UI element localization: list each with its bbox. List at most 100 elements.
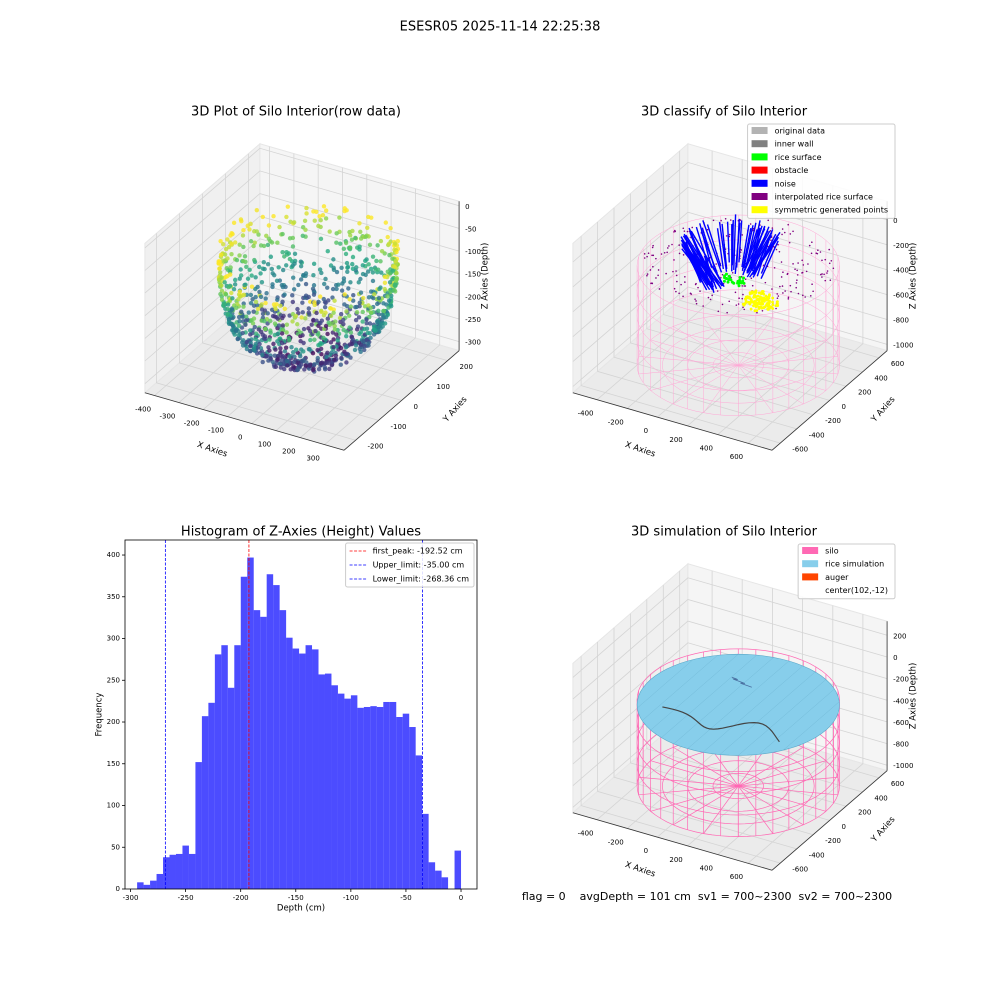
surface-point (682, 227, 685, 230)
point (374, 319, 380, 325)
y-tick-label: 100 (107, 802, 120, 810)
point (324, 354, 329, 360)
point (247, 343, 253, 349)
grid-line (747, 614, 864, 864)
point (364, 317, 369, 322)
point (339, 265, 344, 270)
point (341, 317, 346, 323)
surface-point (821, 259, 823, 262)
point (376, 295, 382, 301)
surface-point (651, 246, 654, 249)
surface-point (643, 253, 646, 255)
z-tick-label: -800 (893, 741, 909, 749)
x-tick-label: -100 (343, 894, 359, 902)
point (255, 284, 260, 290)
point (289, 345, 294, 350)
surface-point (823, 273, 825, 276)
point (221, 301, 227, 306)
mesh-line (719, 671, 816, 755)
point (376, 312, 382, 317)
point (381, 315, 387, 320)
point (374, 258, 379, 264)
point (285, 204, 291, 209)
plot-frame (124, 539, 478, 890)
surface-point (782, 271, 784, 274)
point (240, 233, 246, 238)
point (344, 329, 349, 334)
point (392, 241, 398, 246)
point (350, 228, 355, 234)
point (280, 249, 285, 255)
point (225, 306, 231, 312)
point (350, 266, 356, 271)
point (259, 307, 265, 312)
surface-point (811, 283, 813, 286)
point (295, 306, 300, 312)
point (332, 323, 337, 329)
point (385, 234, 390, 240)
point (253, 331, 259, 336)
point (290, 244, 296, 249)
point (311, 283, 317, 288)
point (272, 321, 278, 326)
grid-line (646, 599, 847, 807)
surface-point (720, 219, 722, 222)
legend-swatch (751, 179, 768, 187)
point (265, 261, 271, 267)
bar (182, 845, 189, 889)
point (389, 303, 394, 309)
point (349, 237, 355, 242)
surface-point (731, 272, 734, 274)
surface-point (684, 281, 686, 283)
surface-point (646, 274, 648, 277)
point (237, 289, 243, 294)
x-tick-label: -400 (578, 410, 594, 418)
point (296, 282, 301, 288)
noise-trace (702, 220, 723, 273)
noise-trace (706, 224, 722, 267)
point (344, 260, 350, 266)
mesh-line (738, 679, 827, 756)
y-tick-label: -600 (792, 866, 808, 874)
x-tick-label: -50 (400, 894, 411, 902)
footer: flag = 0 avgDepth = 101 cm sv1 = 700~230… (522, 890, 892, 903)
symmetric-point (748, 292, 752, 296)
surface-point (741, 297, 744, 300)
point (299, 315, 304, 320)
noise-trace (721, 223, 728, 270)
point (321, 335, 326, 341)
bar (260, 616, 267, 889)
point (321, 204, 327, 209)
bar (279, 610, 287, 889)
point (378, 321, 384, 326)
point (300, 233, 305, 238)
surface-point (807, 263, 809, 265)
surface-point (706, 228, 709, 231)
surface-point (828, 262, 831, 265)
surface-point (695, 300, 697, 302)
point (279, 331, 285, 336)
y-tick-label: -100 (391, 423, 407, 431)
point (378, 259, 383, 264)
silo-wireframe (636, 214, 840, 417)
point (307, 347, 312, 352)
noise-trace (690, 230, 716, 273)
surface-point (716, 290, 719, 292)
surface-point (751, 284, 754, 287)
point (255, 303, 260, 308)
point (279, 340, 285, 346)
point (321, 312, 327, 318)
surface-point (801, 259, 803, 262)
bar (389, 701, 397, 889)
z-tick-label: -400 (893, 267, 909, 275)
bar (201, 716, 209, 889)
point (331, 344, 336, 350)
mesh-line (758, 688, 835, 755)
bar (266, 574, 274, 889)
symmetric-point (752, 295, 756, 299)
point (353, 305, 358, 310)
surface-point (658, 288, 661, 290)
y-tick-label: 300 (107, 635, 120, 643)
symmetric-point (767, 296, 771, 300)
